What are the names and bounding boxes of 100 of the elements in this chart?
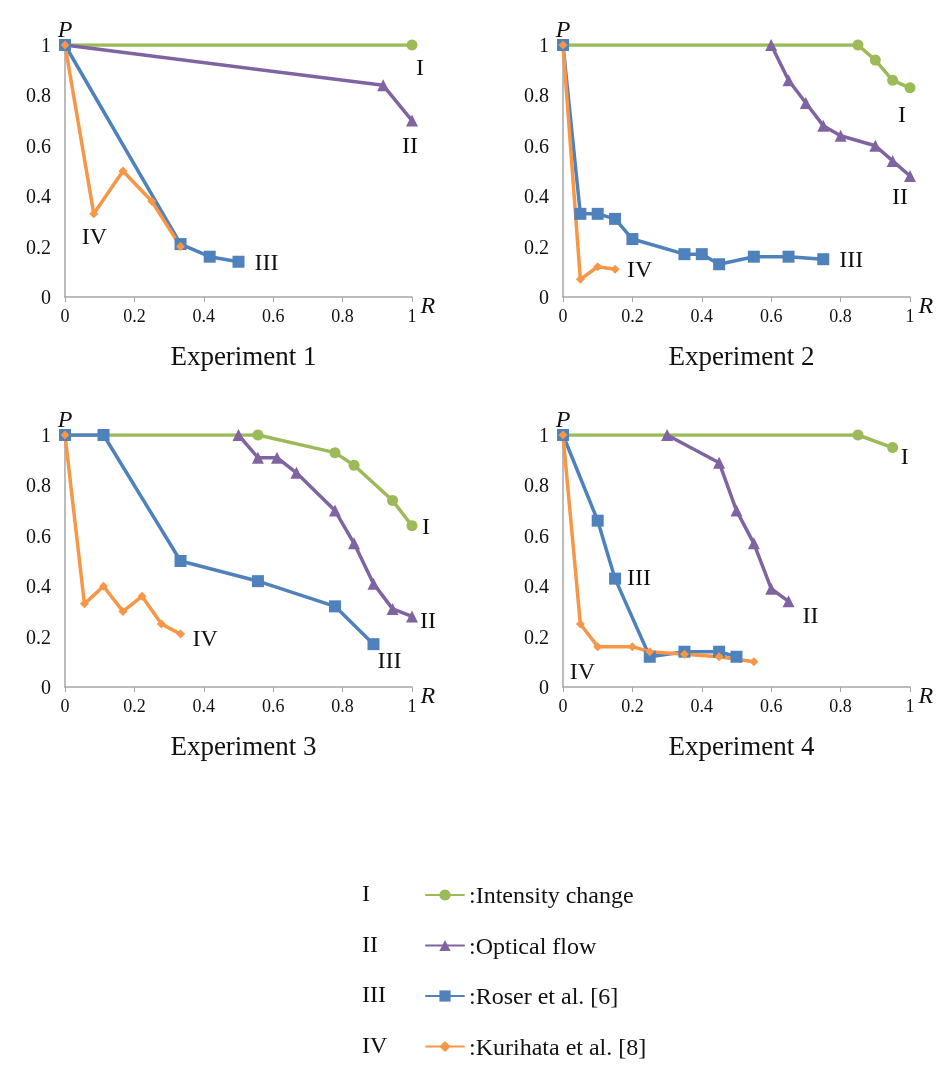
point — [367, 638, 380, 651]
point — [348, 537, 361, 550]
point — [679, 649, 689, 659]
point — [852, 429, 864, 441]
point — [348, 459, 360, 471]
point — [661, 429, 674, 441]
point — [386, 602, 399, 615]
y-tick-label: 0.6 — [26, 524, 51, 547]
x-tick-label: 0.2 — [621, 696, 644, 716]
point — [328, 600, 341, 613]
point — [645, 647, 655, 657]
point — [328, 504, 341, 517]
y-tick-label: 0.6 — [524, 524, 549, 547]
legend-label: :Intensity change — [469, 882, 634, 908]
x-tick-label: 0.6 — [261, 306, 285, 326]
x-axis-title: R — [917, 292, 934, 318]
y-tick-label: 1 — [41, 424, 51, 446]
point — [176, 629, 186, 639]
y-tick-label: 1 — [539, 34, 549, 56]
y-tick-label: 0.4 — [524, 185, 549, 208]
point — [406, 520, 418, 532]
annotation: IV — [569, 657, 596, 684]
x-tick-label: 0.2 — [621, 306, 644, 326]
y-tick-label: 1 — [539, 424, 549, 446]
point — [574, 207, 587, 220]
annotation: IV — [627, 256, 654, 283]
annotation: IV — [192, 625, 219, 652]
y-tick-label: 0.2 — [26, 235, 51, 258]
point — [203, 250, 216, 263]
annotation: II — [892, 183, 908, 210]
point — [118, 166, 128, 176]
point — [834, 129, 847, 142]
x-tick-label: 0.2 — [123, 306, 146, 326]
y-tick-label: 0.8 — [524, 84, 549, 107]
x-tick-label: 0.4 — [192, 306, 216, 326]
point — [714, 652, 724, 662]
point — [406, 610, 418, 623]
x-tick-label: 1 — [905, 696, 915, 716]
point — [887, 74, 899, 86]
point — [118, 606, 128, 616]
point — [782, 595, 795, 608]
x-tick-label: 0.6 — [261, 696, 285, 716]
annotation: IV — [81, 222, 108, 249]
text: Experiment 3 — [170, 730, 317, 761]
point — [251, 451, 264, 464]
x-tick-label: 0.4 — [192, 696, 216, 716]
point — [887, 442, 899, 454]
x-tick-label: 1 — [407, 306, 417, 326]
y-tick-label: 0 — [539, 286, 549, 308]
point — [730, 650, 743, 663]
annotation: III — [627, 563, 652, 590]
point — [609, 212, 622, 225]
y-axis-title: P — [554, 16, 571, 42]
x-tick-label: 0.8 — [331, 306, 354, 326]
point — [765, 39, 778, 51]
annotation: II — [802, 602, 819, 629]
text: Experiment 4 — [668, 730, 816, 761]
annotation: I — [416, 54, 424, 80]
y-tick-label: 0.2 — [524, 625, 549, 648]
text: IV — [362, 1031, 388, 1058]
x-tick-label: 0 — [558, 306, 568, 326]
annotation: I — [900, 442, 909, 469]
point — [817, 119, 830, 132]
x-tick-label: 0.2 — [123, 696, 146, 716]
y-axis-title: P — [56, 16, 73, 42]
point — [609, 572, 622, 585]
y-tick-label: 0.8 — [26, 84, 51, 107]
y-tick-label: 0.4 — [524, 575, 549, 598]
text: III — [362, 981, 386, 1007]
text: Experiment 1 — [170, 340, 317, 371]
legend-label: :Optical flow — [469, 932, 597, 959]
annotation: II — [402, 131, 418, 158]
y-tick-label: 0.8 — [26, 474, 51, 497]
point — [749, 657, 759, 667]
x-tick-label: 0.4 — [690, 306, 714, 326]
point — [799, 96, 812, 109]
point — [678, 248, 691, 261]
x-tick-label: 0.6 — [759, 306, 783, 326]
point — [695, 248, 708, 261]
point — [782, 250, 795, 263]
x-tick-label: 0 — [60, 696, 70, 716]
y-tick-label: 0.6 — [524, 134, 549, 157]
annotation: I — [422, 512, 430, 539]
point — [591, 514, 604, 527]
point — [782, 74, 795, 87]
point — [575, 619, 585, 629]
point — [575, 274, 585, 284]
point — [817, 253, 830, 266]
y-tick-label: 0.4 — [26, 575, 51, 598]
text: II — [362, 930, 378, 957]
point — [904, 82, 916, 94]
point — [176, 242, 186, 252]
annotation: III — [254, 248, 279, 275]
point — [610, 264, 620, 274]
point — [232, 429, 245, 441]
point — [99, 581, 109, 591]
x-tick-label: 0.4 — [690, 696, 714, 716]
point — [97, 429, 110, 441]
point — [730, 504, 743, 517]
y-tick-label: 0.8 — [524, 474, 549, 497]
